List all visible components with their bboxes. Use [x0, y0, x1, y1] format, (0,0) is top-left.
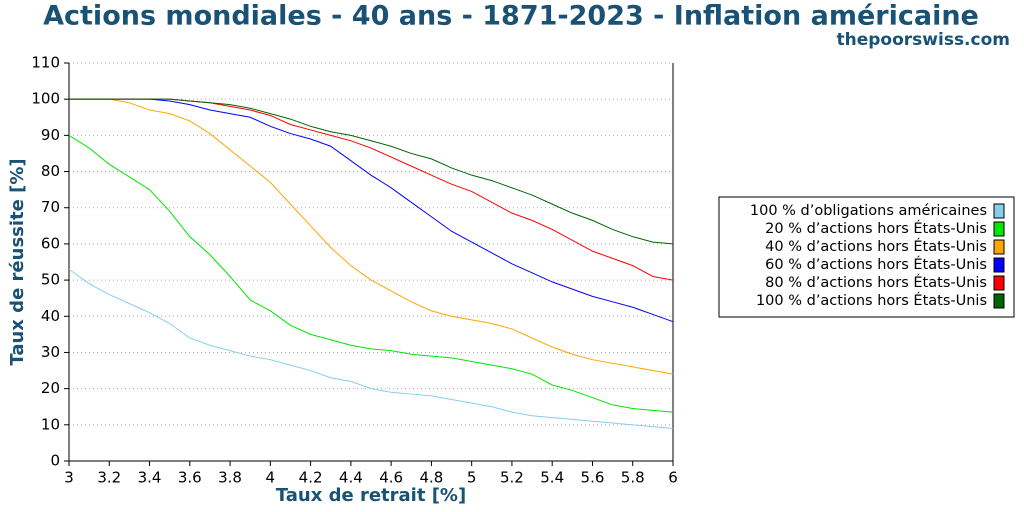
x-tick-label: 5.4 [540, 469, 564, 487]
x-tick-label: 3.2 [97, 469, 121, 487]
y-tick-label: 30 [41, 343, 60, 361]
series-line [68, 134, 674, 413]
series-line [69, 98, 674, 375]
series-line [68, 268, 674, 429]
x-axis-label: Taux de retrait [%] [276, 485, 466, 506]
y-axis-label: Taux de réussite [%] [7, 158, 28, 365]
series-line [69, 98, 674, 281]
legend-label: 60 % d’actions hors États-Unis [765, 256, 987, 273]
y-tick-label: 50 [41, 271, 60, 289]
x-tick-label: 4.4 [339, 469, 363, 487]
legend-swatch [993, 221, 1005, 237]
y-tick-label: 80 [41, 162, 60, 180]
x-tick-label: 4 [266, 469, 276, 487]
y-tick-label: 10 [41, 415, 60, 433]
x-tick-label: 5.2 [500, 469, 524, 487]
axis-frame [68, 63, 674, 462]
x-tick-label: 3.6 [178, 469, 202, 487]
y-tick-label: 70 [41, 198, 60, 216]
x-tick-label: 5 [467, 469, 477, 487]
chart-subtitle: thepoorswiss.com [837, 30, 1011, 50]
x-tick-label: 4.2 [299, 469, 323, 487]
y-tick-label: 40 [41, 307, 60, 325]
x-tick-label: 6 [668, 469, 678, 487]
x-tick-label: 4.8 [419, 469, 443, 487]
legend-label: 20 % d’actions hors États-Unis [765, 220, 987, 237]
legend-swatch [993, 203, 1005, 219]
legend-label: 40 % d’actions hors États-Unis [765, 238, 987, 255]
y-tick-label: 90 [41, 126, 60, 144]
x-tick-label: 4.6 [379, 469, 403, 487]
legend-box [718, 196, 1015, 318]
series-line [69, 98, 674, 245]
y-tick-label: 20 [41, 379, 60, 397]
legend-swatch [993, 275, 1005, 291]
x-tick-label: 5.6 [581, 469, 605, 487]
y-tick-label: 110 [31, 54, 60, 72]
chart-title: Actions mondiales - 40 ans - 1871-2023 -… [43, 1, 979, 32]
y-tick-label: 60 [41, 234, 60, 252]
x-tick-label: 3 [64, 469, 74, 487]
legend-swatch [993, 257, 1005, 273]
x-tick-label: 3.8 [218, 469, 242, 487]
series-line [69, 98, 674, 323]
x-tick-label: 3.4 [138, 469, 162, 487]
legend-swatch [993, 239, 1005, 255]
legend-label: 100 % d’actions hors États-Unis [756, 292, 987, 309]
y-tick-label: 0 [50, 452, 60, 470]
legend-label: 100 % d’obligations américaines [750, 203, 987, 219]
legend-swatch [993, 293, 1005, 309]
x-tick-label: 5.8 [621, 469, 645, 487]
y-tick-label: 100 [31, 90, 60, 108]
legend-label: 80 % d’actions hors États-Unis [765, 274, 987, 291]
